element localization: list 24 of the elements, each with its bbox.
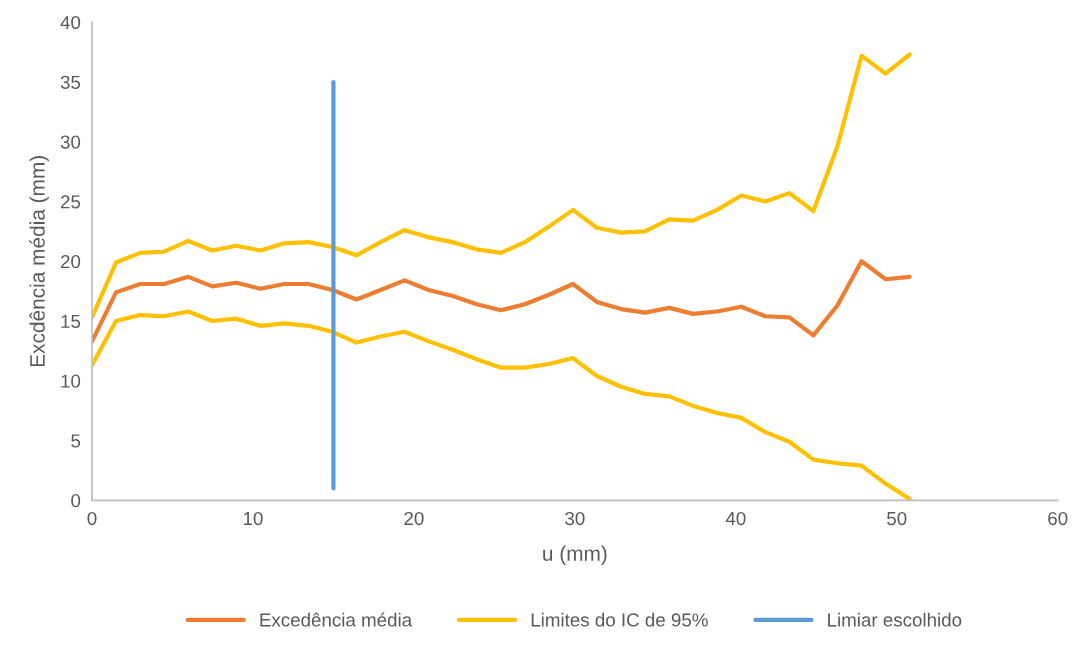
y-tick-label: 10 [61, 374, 81, 388]
y-tick-label: 15 [61, 314, 81, 329]
x-tick-label: 20 [404, 511, 424, 526]
y-tick-label: 0 [71, 494, 81, 508]
y-tick-label: 40 [60, 15, 81, 30]
line-series [92, 259, 912, 344]
line-series [92, 309, 912, 501]
legend-label: Excedência média [260, 612, 413, 627]
x-tick-label: 60 [1048, 511, 1068, 526]
y-tick-label: 35 [60, 75, 81, 89]
y-tick-label: 30 [60, 135, 81, 149]
legend-label: Limiar escolhido [828, 612, 962, 627]
legend-label: Limites do IC de 95% [531, 612, 708, 627]
y-tick-label: 25 [60, 195, 81, 209]
x-tick-label: 0 [87, 511, 97, 526]
x-tick-label: 40 [725, 511, 746, 526]
y-tick-label: 5 [71, 434, 81, 448]
y-axis-title: Excdência média (mm) [29, 156, 49, 367]
x-tick-label: 30 [565, 511, 585, 526]
x-tick-label: 50 [887, 511, 907, 526]
y-tick-label: 20 [60, 254, 81, 269]
line-series [92, 52, 912, 320]
x-axis-title: u (mm) [543, 545, 607, 565]
x-tick-label: 10 [243, 511, 263, 526]
